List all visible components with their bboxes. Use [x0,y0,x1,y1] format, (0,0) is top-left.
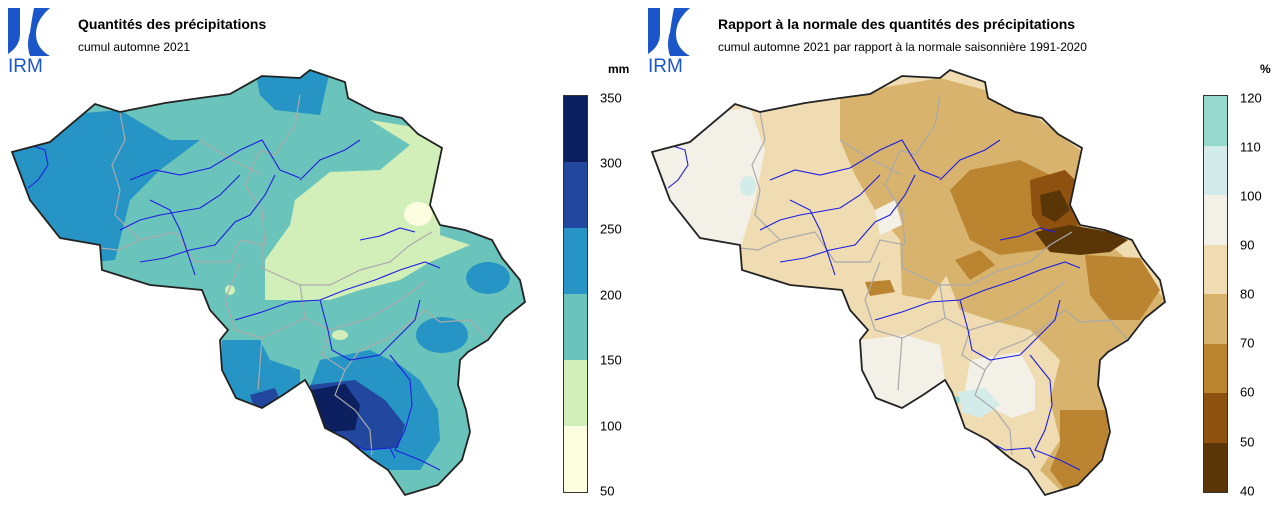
map-title: Quantités des précipitations [78,16,267,32]
legend-tick: 110 [1240,139,1261,155]
legend-tick: 350 [600,90,622,106]
legend-band-250-300 [564,162,587,228]
map-title: Rapport à la normale des quantités des p… [718,16,1076,32]
legend-unit: % [1260,62,1271,76]
legend-tick: 40 [1240,483,1255,499]
legend-band-60-70 [1204,343,1227,393]
legend-tick: 200 [600,287,622,303]
ratio-map [650,68,1167,497]
precipitation-map [10,68,527,497]
irm-logo: IRM [648,8,690,74]
map-subtitle: cumul automne 2021 par rapport à la norm… [718,40,1087,54]
map-subtitle: cumul automne 2021 [78,40,191,54]
precipitation-panel: IRM Quantités des précipitations cumul a… [8,8,630,499]
irm-logo: IRM [8,8,50,74]
ratio-panel: IRM Rapport à la normale des quantités d… [640,0,1280,507]
legend-band-110-120 [1204,96,1227,146]
legend-tick: 250 [600,221,622,237]
legend-band-50-100 [564,425,587,492]
legend-tick: 90 [1240,237,1255,253]
legend-band-100-150 [564,360,587,426]
legend-band-50-60 [1204,393,1227,443]
legend-tick: 100 [600,418,622,434]
legend-tick: 100 [1240,188,1262,204]
legend-band-80-90 [1204,244,1227,294]
legend-tick: 50 [1240,434,1255,450]
legend-band-200-250 [564,227,587,294]
legend-unit: mm [608,62,630,76]
legend-band-300-350 [564,96,587,162]
legend-tick: 60 [1240,384,1255,400]
legend-tick: 300 [600,155,622,171]
belgium-border [10,68,527,497]
legend-band-100-110 [1204,145,1227,195]
precipitation-legend [563,95,588,493]
irm-logo-text: IRM [648,56,683,74]
legend-tick: 70 [1240,335,1255,351]
legend-band-40-50 [1204,442,1227,492]
legend-band-150-200 [564,294,587,360]
ratio-legend [1203,95,1228,493]
legend-tick: 50 [600,483,615,499]
belgium-border [650,68,1167,497]
legend-tick: 80 [1240,286,1255,302]
legend-tick: 150 [600,352,622,368]
irm-logo-text: IRM [8,56,43,74]
legend-tick: 120 [1240,90,1262,106]
legend-band-70-80 [1204,294,1227,344]
legend-band-90-100 [1204,195,1227,245]
